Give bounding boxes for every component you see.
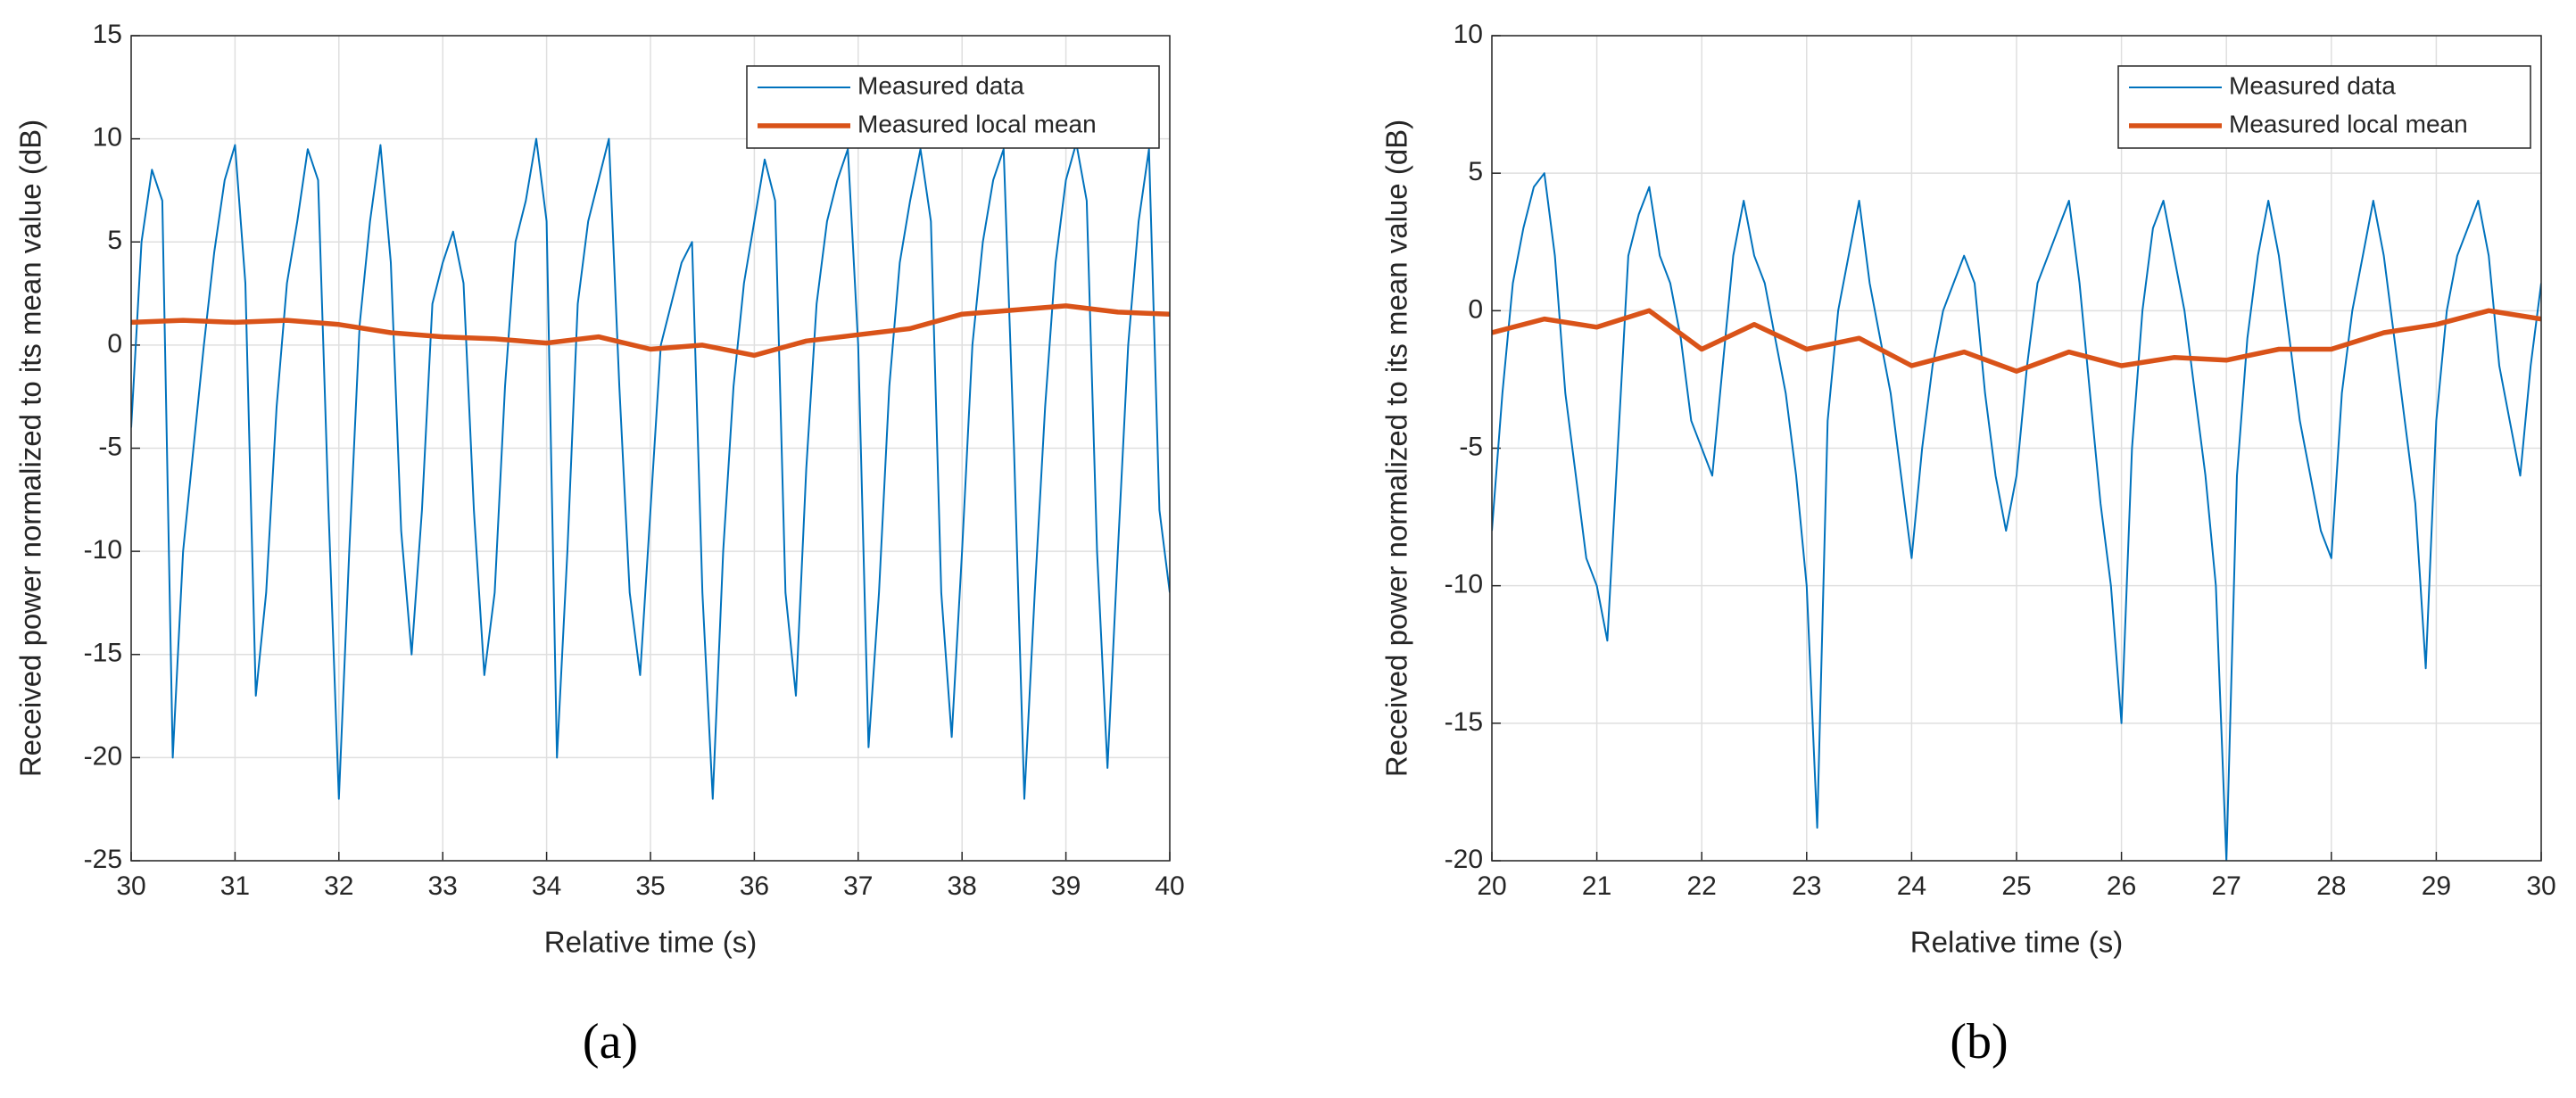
x-tick-label: 31 xyxy=(220,871,250,901)
x-tick-label: 30 xyxy=(116,871,145,901)
y-tick-label: -15 xyxy=(84,639,122,668)
data-line xyxy=(131,303,1170,359)
y-tick-label: -15 xyxy=(1445,707,1483,737)
x-tick-label: 32 xyxy=(324,871,353,901)
x-tick-label: 33 xyxy=(428,871,458,901)
legend-box xyxy=(2117,65,2531,149)
x-tick-label: 34 xyxy=(532,871,561,901)
x-tick-label: 24 xyxy=(1897,871,1926,901)
data-line xyxy=(131,137,1170,800)
x-tick-label: 29 xyxy=(2422,871,2451,901)
y-tick-label: -20 xyxy=(1445,845,1483,874)
x-axis-label: Relative time (s) xyxy=(1910,926,2123,959)
x-tick-label: 37 xyxy=(843,871,873,901)
caption: (b) xyxy=(1950,1014,2008,1069)
x-tick-label: 22 xyxy=(1687,871,1717,901)
legend-label: Measured data xyxy=(857,71,1024,99)
x-tick-label: 38 xyxy=(948,871,977,901)
x-tick-label: 39 xyxy=(1051,871,1081,901)
legend-box xyxy=(746,65,1160,149)
y-tick-label: -10 xyxy=(1445,570,1483,599)
axes-box xyxy=(130,35,1171,862)
y-tick-label: 10 xyxy=(1454,20,1483,49)
legend-label: Measured data xyxy=(2229,71,2396,99)
x-tick-label: 21 xyxy=(1582,871,1611,901)
x-tick-label: 27 xyxy=(2212,871,2241,901)
legend-label: Measured local mean xyxy=(857,110,1097,137)
data-line xyxy=(1492,172,2541,861)
x-tick-label: 23 xyxy=(1792,871,1821,901)
y-tick-label: -25 xyxy=(84,845,122,874)
data-line xyxy=(1492,308,2541,374)
y-tick-label: 10 xyxy=(93,123,122,153)
x-axis-label: Relative time (s) xyxy=(544,926,757,959)
x-tick-label: 30 xyxy=(2526,871,2555,901)
y-axis-label: Received power normalized to its mean va… xyxy=(1380,120,1413,777)
y-tick-label: -10 xyxy=(84,535,122,565)
x-tick-label: 40 xyxy=(1155,871,1184,901)
x-tick-label: 20 xyxy=(1477,871,1506,901)
y-tick-label: 5 xyxy=(107,226,122,255)
y-tick-label: 0 xyxy=(1468,294,1483,324)
x-tick-label: 35 xyxy=(635,871,665,901)
x-tick-label: 36 xyxy=(740,871,769,901)
y-tick-label: -20 xyxy=(84,741,122,771)
y-tick-label: 0 xyxy=(107,329,122,359)
legend-label: Measured local mean xyxy=(2229,110,2468,137)
x-tick-label: 28 xyxy=(2316,871,2346,901)
x-tick-label: 26 xyxy=(2107,871,2136,901)
axes-box xyxy=(1491,35,2542,862)
x-tick-label: 25 xyxy=(2001,871,2031,901)
caption: (a) xyxy=(583,1014,638,1069)
y-tick-label: 5 xyxy=(1468,157,1483,186)
y-tick-label: 15 xyxy=(93,20,122,49)
y-tick-label: -5 xyxy=(1459,432,1483,461)
y-axis-label: Received power normalized to its mean va… xyxy=(14,120,47,777)
y-tick-label: -5 xyxy=(98,432,122,461)
